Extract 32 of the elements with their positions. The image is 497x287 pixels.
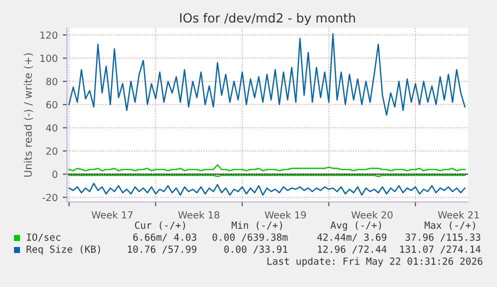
legend-label: IO/sec [26,233,60,242]
line-series [68,33,466,116]
text: 6.66m/ 4.03 [133,233,196,242]
text: 10.76 /57.99 [128,245,196,254]
x-tick-label: Week 20 [351,211,393,219]
line-series [68,182,466,196]
text: 131.07 /274.14 [400,245,481,254]
chart-title: IOs for /dev/md2 - by month [180,12,355,26]
y-tick-label: 100 [40,54,58,62]
x-tick-label: Week 17 [92,211,133,219]
x-tick-label: Week 21 [438,211,479,219]
text: 42.44m/ 3.69 [317,233,386,242]
text: Min (-/+) [232,221,282,230]
y-tick-label: 40 [46,124,58,132]
x-tick-label: Week 19 [264,211,306,219]
y-tick-label: 120 [40,31,58,39]
y-tick-label: 20 [46,147,58,155]
text: Avg (-/+) [330,221,381,231]
y-tick-label: 0 [52,170,58,178]
y-axis-title: Units read (-) / write (+) [24,53,34,177]
text: Max (-/+) [424,221,475,230]
text: 0.00 /33.91 [224,245,288,254]
y-tick-label: -20 [42,194,58,202]
text: 0.00 /639.38m [212,233,288,242]
y-tick-label: 60 [46,101,58,108]
text: Last update: Fri May 22 01:31:26 2026 [267,257,482,267]
legend-label: Req Size (KB) [26,245,100,255]
text: 37.96 /115.33 [406,233,480,242]
text: 12.96 /72.44 [318,245,387,254]
y-tick-label: 80 [46,78,58,86]
text: Cur (-/+) [134,221,185,230]
x-tick-label: Week 18 [178,211,220,219]
